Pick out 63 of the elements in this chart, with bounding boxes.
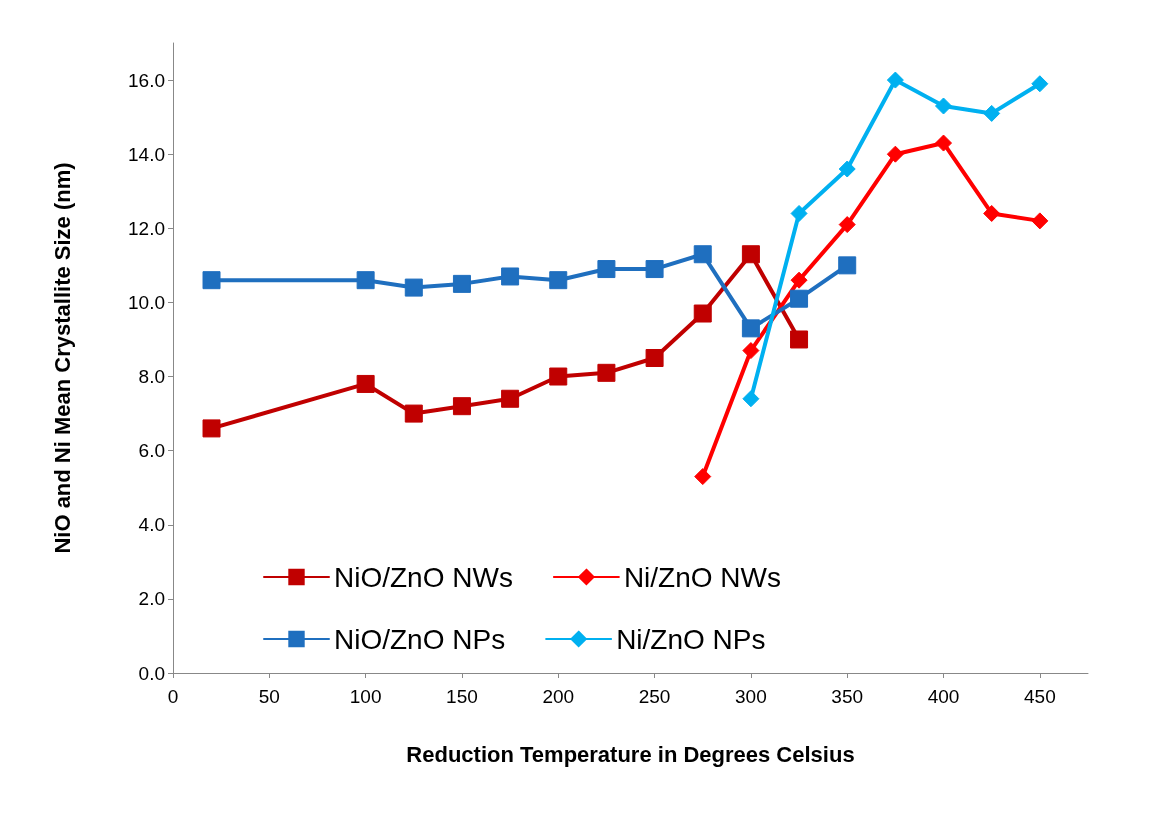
point [404, 404, 423, 423]
point [742, 390, 760, 408]
point [983, 204, 1001, 222]
point [549, 367, 568, 386]
point [645, 260, 664, 279]
x-tick-label: 450 [1023, 686, 1056, 707]
point [886, 71, 904, 89]
point [838, 160, 856, 178]
x-tick-label: 100 [349, 686, 382, 707]
point [838, 216, 856, 234]
point [886, 145, 904, 163]
point [694, 468, 712, 486]
point [790, 204, 808, 222]
point [1031, 75, 1049, 93]
legend-label: NiO/ZnO NPs [334, 623, 506, 655]
point [202, 271, 221, 290]
y-tick-label: 6.0 [138, 440, 165, 462]
point [693, 245, 712, 264]
point [356, 374, 375, 393]
y-tick-label: 8.0 [138, 366, 165, 388]
point [452, 274, 471, 293]
point [645, 349, 664, 367]
point [452, 397, 471, 416]
y-tick-label: 16.0 [128, 69, 165, 91]
point [790, 271, 808, 289]
x-tick-label: 250 [638, 686, 671, 707]
point [549, 271, 568, 290]
point [741, 245, 760, 264]
x-tick-label: 0 [167, 686, 179, 707]
point [742, 342, 760, 360]
x-tick-label: 350 [831, 686, 864, 707]
legend-label: Ni/ZnO NWs [623, 561, 781, 593]
x-tick-label: 300 [735, 686, 767, 707]
point [501, 267, 520, 286]
y-tick-label: 2.0 [138, 588, 165, 610]
point [1031, 212, 1049, 230]
point [838, 256, 857, 275]
y-axis-title: NiO and Ni Mean Crystallite Size (nm) [49, 162, 75, 554]
point [501, 389, 520, 408]
x-tick-label: 150 [446, 686, 478, 707]
point [356, 271, 375, 290]
legend-label: NiO/ZnO NWs [334, 561, 513, 593]
point [693, 304, 712, 323]
point [404, 278, 423, 297]
point [741, 319, 760, 338]
x-tick-label: 200 [542, 686, 575, 707]
x-axis-title: Reduction Temperature in Degrees Celsius [406, 741, 855, 767]
point [935, 134, 953, 152]
point [935, 97, 953, 115]
point [790, 330, 809, 349]
x-tick-label: 50 [258, 686, 280, 707]
point [597, 363, 616, 382]
y-tick-label: 12.0 [128, 217, 165, 239]
point [202, 419, 221, 438]
point [983, 104, 1001, 122]
legend-label: Ni/ZnO NPs [616, 623, 766, 655]
x-tick-label: 400 [927, 686, 960, 707]
y-tick-label: 14.0 [128, 143, 165, 165]
y-tick-label: 0.0 [138, 662, 165, 684]
point [790, 289, 809, 308]
y-tick-label: 10.0 [128, 291, 165, 313]
point [597, 260, 616, 279]
y-tick-label: 4.0 [138, 514, 165, 536]
